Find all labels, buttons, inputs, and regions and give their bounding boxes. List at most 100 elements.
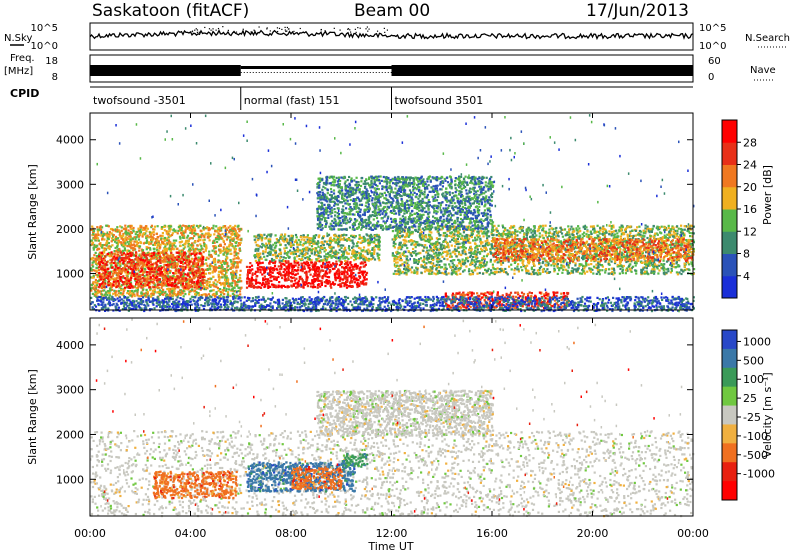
- range-cell: [291, 268, 294, 271]
- range-cell: [212, 245, 215, 248]
- range-cell: [165, 230, 168, 233]
- range-cell: [334, 241, 337, 244]
- range-cell: [164, 271, 167, 274]
- range-cell: [119, 280, 122, 283]
- range-cell: [215, 283, 218, 286]
- range-cell: [339, 276, 342, 279]
- range-cell: [171, 288, 174, 291]
- range-cell: [105, 241, 108, 244]
- range-cell: [231, 277, 234, 280]
- range-cell: [149, 261, 153, 264]
- range-cell: [334, 234, 337, 237]
- range-cell: [225, 289, 228, 292]
- range-cell: [220, 282, 223, 285]
- range-cell: [171, 284, 174, 287]
- nsky-trace: [89, 26, 694, 41]
- range-cell: [225, 255, 228, 258]
- range-cell: [217, 234, 220, 238]
- range-cell: [102, 272, 105, 275]
- range-cell: [97, 266, 101, 269]
- range-cell: [218, 248, 221, 251]
- range-cell: [166, 239, 169, 242]
- beam-title: Beam 00: [354, 1, 430, 21]
- range-cell: [328, 254, 331, 257]
- range-cell: [98, 279, 101, 282]
- range-cell: [169, 245, 172, 248]
- range-cell: [280, 233, 283, 236]
- range-cell: [350, 276, 353, 280]
- range-cell: [138, 245, 142, 248]
- range-cell: [308, 269, 312, 272]
- range-cell: [216, 286, 219, 290]
- range-cell: [377, 238, 381, 241]
- range-cell: [121, 276, 124, 279]
- range-cell: [347, 257, 350, 260]
- range-cell: [324, 264, 327, 267]
- range-cell: [210, 255, 213, 258]
- nave-dot: [303, 72, 305, 73]
- range-cell: [138, 280, 141, 283]
- range-cell: [154, 286, 157, 289]
- range-cell: [180, 250, 183, 253]
- range-cell: [91, 264, 94, 267]
- range-cell: [345, 239, 349, 242]
- range-cell: [139, 228, 142, 231]
- range-cell: [112, 278, 116, 281]
- range-cell: [320, 280, 323, 283]
- range-cell: [262, 281, 265, 284]
- range-cell: [234, 224, 237, 227]
- range-cell: [301, 243, 305, 247]
- range-cell: [98, 290, 101, 293]
- range-cell: [269, 238, 272, 241]
- range-cell: [149, 289, 152, 292]
- range-cell: [212, 281, 215, 284]
- range-cell: [280, 264, 283, 267]
- range-cell: [115, 285, 118, 288]
- range-cell: [263, 275, 266, 278]
- range-cell: [207, 257, 210, 260]
- range-cell: [313, 262, 316, 265]
- range-cell: [129, 230, 132, 234]
- range-cell: [317, 266, 320, 269]
- range-cell: [149, 231, 152, 234]
- range-cell: [135, 240, 138, 244]
- range-cell: [180, 232, 184, 235]
- range-cell: [117, 229, 120, 232]
- range-cell: [150, 240, 153, 243]
- range-cell: [112, 269, 115, 273]
- range-cell: [151, 263, 154, 266]
- range-cell: [314, 270, 317, 273]
- range-cell: [182, 233, 185, 236]
- range-cell: [248, 266, 251, 269]
- range-cell: [273, 262, 276, 265]
- range-cell: [209, 233, 212, 236]
- range-cell: [185, 240, 188, 243]
- range-cell: [192, 250, 195, 253]
- range-cell: [355, 279, 358, 282]
- range-cell: [125, 233, 128, 236]
- range-cell: [157, 249, 160, 252]
- range-cell: [161, 256, 164, 260]
- range-cell: [344, 275, 347, 278]
- range-cell: [302, 267, 306, 270]
- range-cell: [133, 240, 136, 243]
- nave-dot: [315, 72, 317, 73]
- range-cell: [270, 233, 273, 236]
- range-cell: [275, 285, 278, 288]
- range-cell: [196, 283, 199, 286]
- range-cell: [181, 236, 185, 239]
- range-cell: [282, 270, 285, 274]
- range-cell: [159, 234, 162, 237]
- range-cell: [115, 278, 118, 281]
- range-cell: [184, 255, 187, 258]
- range-cell: [324, 249, 327, 252]
- range-cell: [149, 280, 152, 283]
- range-cell: [216, 230, 219, 233]
- range-cell: [285, 261, 288, 264]
- range-cell: [195, 291, 198, 294]
- range-cell: [135, 283, 139, 286]
- range-cell: [120, 289, 123, 292]
- range-cell: [116, 245, 119, 249]
- range-cell: [286, 273, 289, 276]
- range-cell: [267, 286, 270, 289]
